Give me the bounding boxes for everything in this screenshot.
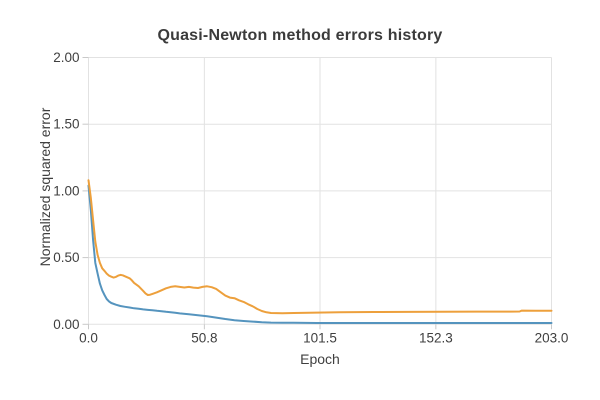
blue-series-line (87, 184, 553, 324)
y-tick-label: 0.50 (53, 250, 79, 265)
chart-title: Quasi-Newton method errors history (157, 27, 443, 44)
y-axis-title: Normalized squared error (37, 107, 53, 267)
x-tick-label: 0.0 (79, 330, 98, 345)
y-tick-label: 2.00 (53, 50, 79, 65)
y-tick-label: 1.00 (53, 183, 79, 198)
x-axis-title: Epoch (300, 351, 340, 367)
x-tick-label: 152.3 (419, 330, 453, 345)
orange-series-line (87, 179, 553, 315)
x-tick-label: 50.8 (191, 330, 217, 345)
x-tick-label: 203.0 (535, 330, 569, 345)
y-tick-label: 0.00 (53, 317, 79, 332)
y-tick-label: 1.50 (53, 117, 79, 132)
x-tick-label: 101.5 (303, 330, 337, 345)
